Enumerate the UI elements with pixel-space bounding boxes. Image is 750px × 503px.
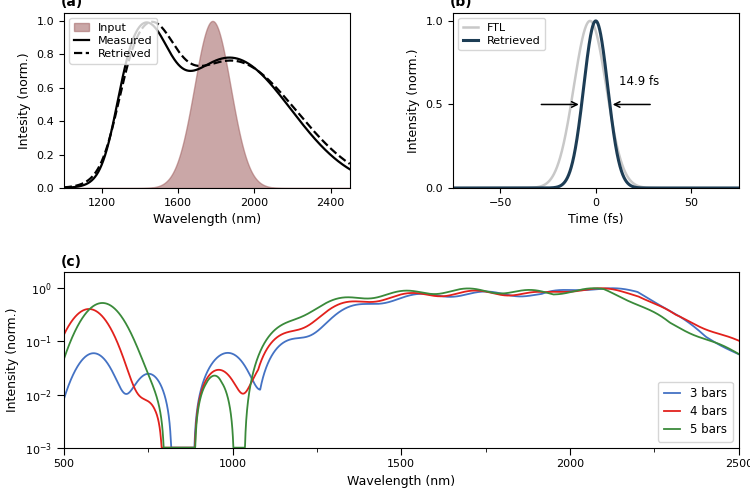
Measured — [142, 20, 152, 26]
Text: (c): (c) — [60, 255, 81, 269]
5 bars — [590, 285, 598, 291]
5 bars — [714, 341, 723, 347]
Retrieved — [591, 18, 600, 24]
3 bars — [166, 445, 176, 451]
Retrieved — [448, 185, 458, 191]
Y-axis label: Intesity (norm.): Intesity (norm.) — [18, 52, 31, 148]
4 bars — [158, 445, 166, 451]
4 bars — [714, 330, 723, 337]
Retrieved — [59, 185, 68, 191]
Measured — [340, 162, 349, 169]
Retrieved — [169, 41, 178, 47]
Y-axis label: Intensity (norm.): Intensity (norm.) — [406, 48, 420, 152]
FTL — [734, 185, 743, 191]
Measured — [59, 185, 68, 191]
5 bars — [734, 351, 743, 357]
Measured — [109, 119, 118, 125]
Retrieved — [109, 121, 118, 127]
4 bars — [380, 297, 389, 303]
5 bars — [59, 357, 68, 363]
FTL — [570, 77, 579, 83]
Measured — [169, 55, 178, 61]
Retrieved — [729, 185, 738, 191]
Text: 14.9 fs: 14.9 fs — [619, 75, 658, 88]
5 bars — [159, 445, 168, 451]
FTL — [481, 185, 490, 191]
4 bars — [349, 298, 358, 304]
5 bars — [380, 292, 389, 298]
FTL — [558, 146, 567, 152]
Line: Measured: Measured — [64, 23, 350, 188]
Legend: Input, Measured, Retrieved: Input, Measured, Retrieved — [69, 18, 158, 64]
3 bars — [734, 351, 743, 357]
3 bars — [349, 302, 358, 308]
4 bars — [680, 316, 689, 322]
Retrieved — [182, 57, 190, 63]
3 bars — [59, 396, 68, 402]
3 bars — [380, 300, 389, 306]
FTL — [448, 185, 458, 191]
Line: Retrieved: Retrieved — [64, 22, 350, 188]
Retrieved — [92, 169, 100, 175]
Line: 4 bars: 4 bars — [64, 288, 739, 448]
Retrieved — [481, 185, 490, 191]
Line: 5 bars: 5 bars — [64, 288, 739, 448]
X-axis label: Wavelength (nm): Wavelength (nm) — [347, 475, 455, 488]
3 bars — [343, 304, 352, 310]
Measured — [92, 172, 100, 178]
Text: (a): (a) — [61, 0, 83, 9]
Y-axis label: Intensity (norm.): Intensity (norm.) — [6, 308, 20, 412]
Legend: FTL, Retrieved: FTL, Retrieved — [458, 18, 545, 50]
Legend: 3 bars, 4 bars, 5 bars: 3 bars, 4 bars, 5 bars — [658, 381, 733, 442]
Line: Retrieved: Retrieved — [453, 21, 739, 188]
Measured — [345, 166, 354, 172]
Line: FTL: FTL — [453, 21, 739, 188]
FTL — [698, 185, 707, 191]
4 bars — [59, 332, 68, 338]
4 bars — [734, 338, 743, 344]
4 bars — [550, 289, 559, 295]
Retrieved — [570, 148, 579, 154]
X-axis label: Time (fs): Time (fs) — [568, 213, 623, 226]
Measured — [182, 67, 190, 73]
Text: (b): (b) — [450, 0, 472, 9]
FTL — [586, 18, 595, 24]
3 bars — [550, 288, 559, 294]
Retrieved — [340, 157, 349, 163]
5 bars — [680, 328, 689, 334]
Retrieved — [558, 182, 567, 188]
FTL — [498, 185, 507, 191]
4 bars — [597, 285, 606, 291]
Retrieved — [698, 185, 707, 191]
FTL — [729, 185, 738, 191]
Retrieved — [148, 19, 157, 25]
3 bars — [680, 317, 689, 323]
Line: 3 bars: 3 bars — [64, 288, 739, 448]
3 bars — [608, 285, 616, 291]
Retrieved — [309, 128, 318, 134]
X-axis label: Wavelength (nm): Wavelength (nm) — [153, 213, 261, 226]
Retrieved — [734, 185, 743, 191]
5 bars — [349, 294, 358, 300]
3 bars — [714, 341, 723, 347]
5 bars — [550, 291, 559, 297]
Measured — [309, 134, 318, 140]
Retrieved — [498, 185, 507, 191]
Retrieved — [345, 161, 354, 167]
5 bars — [343, 294, 352, 300]
4 bars — [343, 299, 352, 305]
